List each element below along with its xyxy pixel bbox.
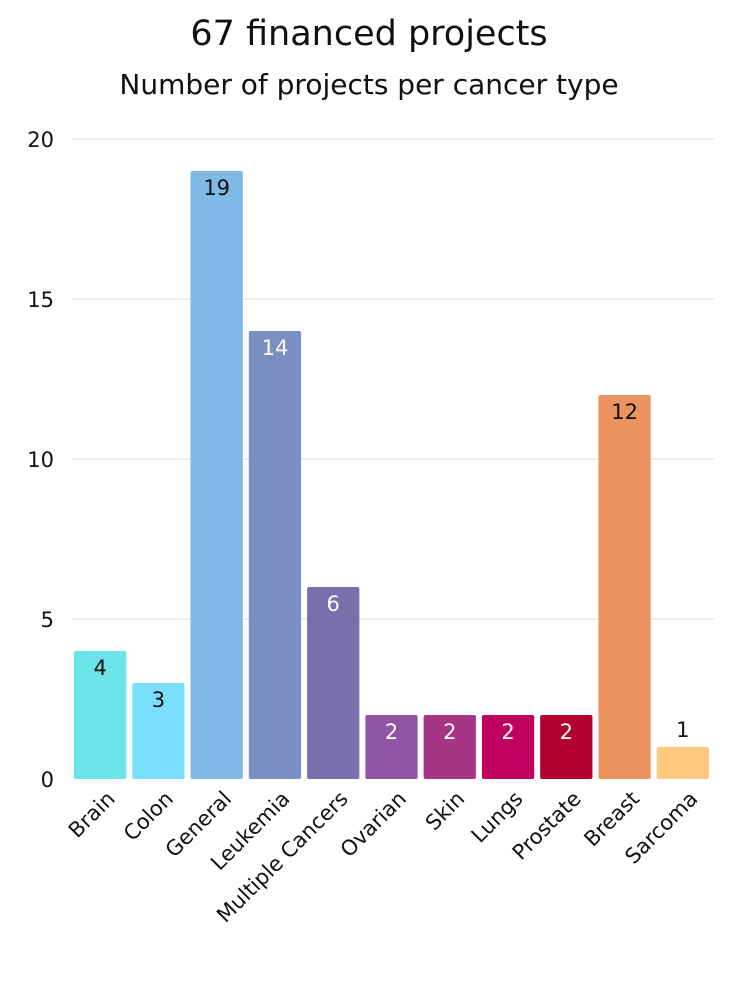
value-label: 3 — [152, 688, 165, 712]
value-label: 12 — [611, 400, 638, 424]
bar-brain — [74, 651, 127, 779]
y-tick-label: 5 — [41, 608, 54, 632]
y-tick-label: 10 — [27, 448, 54, 472]
value-label: 4 — [93, 656, 106, 680]
chart-title: 67 financed projects — [190, 14, 548, 54]
bar-general — [190, 171, 243, 779]
x-tick-label: Skin — [421, 787, 470, 836]
value-label: 2 — [443, 720, 456, 744]
y-axis-ticks: 0 5 10 15 20 — [27, 128, 54, 792]
value-labels: 4 3 19 14 6 2 2 2 2 12 1 — [93, 176, 689, 744]
bar-multiple-cancers — [307, 587, 360, 779]
value-label: 2 — [501, 720, 514, 744]
value-label: 14 — [262, 336, 289, 360]
y-tick-label: 15 — [27, 288, 54, 312]
bar-lungs — [481, 715, 535, 779]
chart-subtitle: Number of projects per cancer type — [119, 68, 619, 101]
bar-ovarian — [365, 715, 418, 779]
bars — [74, 171, 709, 779]
value-label: 2 — [560, 720, 573, 744]
value-label: 6 — [327, 592, 340, 616]
value-label: 1 — [676, 718, 689, 742]
bar-leukemia — [248, 331, 302, 779]
bar-breast — [598, 395, 651, 779]
bar-skin — [423, 715, 476, 779]
y-tick-label: 20 — [27, 128, 54, 152]
value-label: 19 — [203, 176, 230, 200]
bar-prostate — [540, 715, 593, 779]
bar-sarcoma — [656, 747, 709, 779]
y-tick-label: 0 — [41, 768, 54, 792]
x-tick-label: Brain — [64, 787, 120, 843]
bar-colon — [132, 683, 185, 779]
value-label: 2 — [385, 720, 398, 744]
